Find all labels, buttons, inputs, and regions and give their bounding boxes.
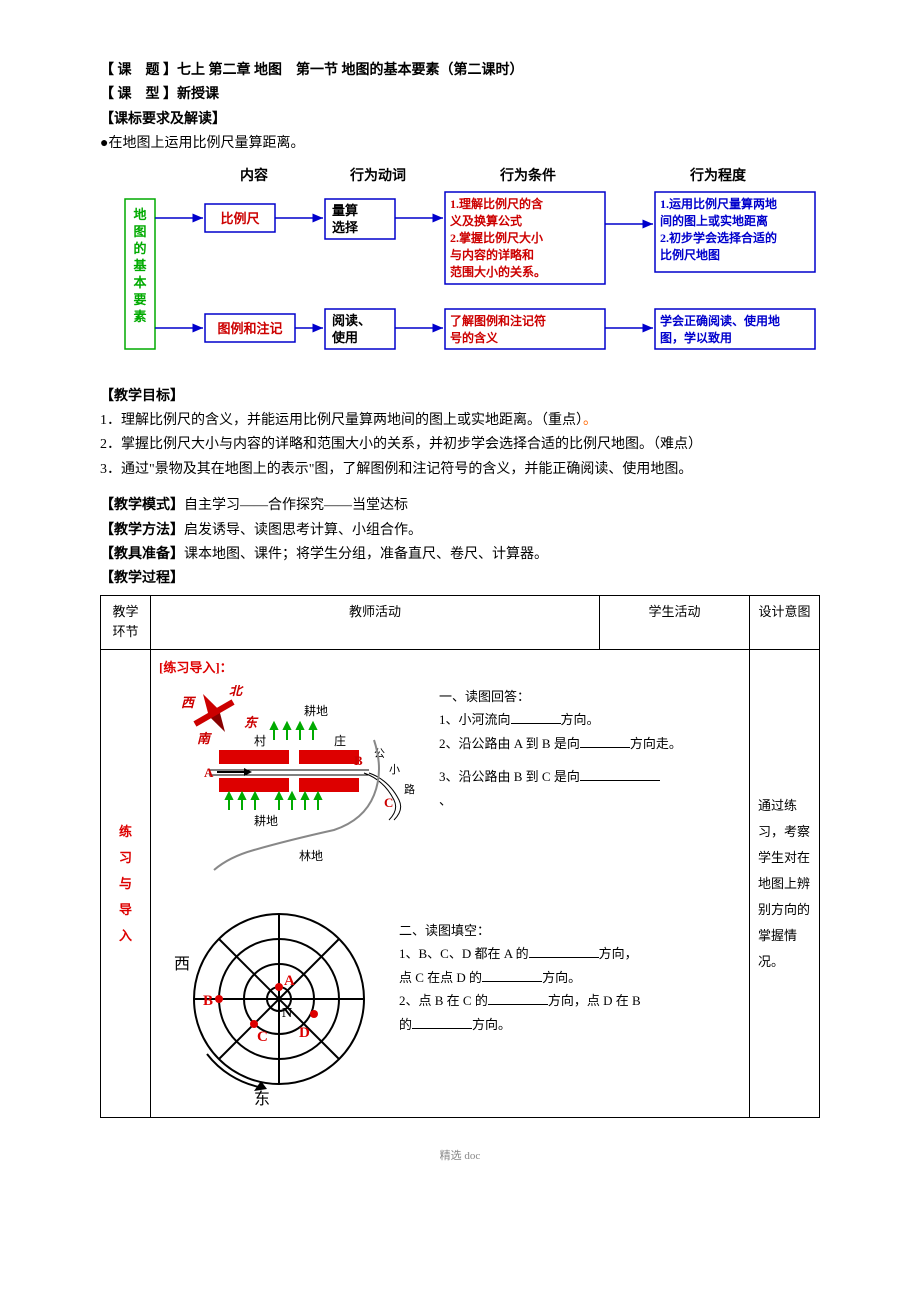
type-value: 新授课 bbox=[177, 87, 219, 102]
svg-text:东: 东 bbox=[244, 715, 259, 730]
svg-text:A: A bbox=[204, 765, 214, 780]
mode-label: 【教学模式】 bbox=[100, 498, 184, 513]
svg-text:北: 北 bbox=[229, 685, 244, 698]
prep-value: 课本地图、课件；将学生分组，准备直尺、卷尺、计算器。 bbox=[184, 547, 548, 562]
standard-label: 【课标要求及解读】 bbox=[100, 112, 226, 127]
svg-text:的: 的 bbox=[133, 241, 146, 256]
svg-text:义及换算公式: 义及换算公式 bbox=[449, 213, 522, 228]
flow-header-verb: 行为动词 bbox=[349, 167, 406, 184]
svg-text:素: 素 bbox=[133, 309, 146, 324]
svg-text:图例和注记: 图例和注记 bbox=[217, 321, 282, 336]
svg-text:比例尺: 比例尺 bbox=[220, 211, 259, 226]
svg-text:南: 南 bbox=[197, 731, 212, 746]
svg-text:图，学以致用: 图，学以致用 bbox=[660, 330, 732, 345]
svg-text:A: A bbox=[284, 973, 295, 989]
svg-text:选择: 选择 bbox=[332, 220, 359, 235]
th-step: 教学环节 bbox=[101, 595, 151, 650]
page-footer: 精选 doc bbox=[100, 1148, 820, 1166]
svg-text:图: 图 bbox=[133, 224, 146, 239]
svg-text:阅读、: 阅读、 bbox=[332, 313, 371, 328]
svg-text:小: 小 bbox=[389, 763, 400, 776]
svg-text:东: 东 bbox=[254, 1090, 270, 1108]
svg-text:B: B bbox=[203, 993, 213, 1009]
mode-value: 自主学习——合作探究——当堂达标 bbox=[184, 498, 408, 513]
objective-2: 2．掌握比例尺大小与内容的详略和范围大小的关系，并初步学会选择合适的比例尺地图。… bbox=[100, 434, 820, 456]
svg-text:耕地: 耕地 bbox=[304, 703, 328, 718]
flow-header-content: 内容 bbox=[240, 167, 268, 184]
svg-text:本: 本 bbox=[133, 275, 146, 290]
objectives-label: 【教学目标】 bbox=[100, 389, 184, 404]
svg-text:C: C bbox=[257, 1029, 268, 1045]
method-label: 【教学方法】 bbox=[100, 523, 184, 538]
svg-text:村: 村 bbox=[254, 734, 266, 748]
svg-text:公: 公 bbox=[374, 748, 385, 760]
th-teacher: 教师活动 bbox=[151, 595, 600, 650]
svg-text:西: 西 bbox=[174, 956, 190, 973]
step-cell: 练习与导入 bbox=[109, 819, 142, 949]
intent-cell: 通过练习，考察学生对在地图上辨别方向的掌握情况。 bbox=[750, 650, 820, 1118]
svg-text:1.理解比例尺的含: 1.理解比例尺的含 bbox=[450, 196, 544, 211]
process-label: 【教学过程】 bbox=[100, 571, 184, 586]
flowchart-diagram: 内容 行为动词 行为条件 行为程度 地 图 的 基 本 要 素 比例尺 量算 选… bbox=[100, 164, 820, 374]
svg-text:了解图例和注记符: 了解图例和注记符 bbox=[450, 313, 546, 328]
svg-text:量算: 量算 bbox=[332, 203, 358, 218]
svg-text:基: 基 bbox=[132, 258, 147, 273]
svg-text:林地: 林地 bbox=[299, 849, 323, 863]
svg-text:D: D bbox=[299, 1025, 310, 1041]
intro-label: [练习导入]： bbox=[159, 658, 741, 679]
svg-text:学会正确阅读、使用地: 学会正确阅读、使用地 bbox=[660, 313, 780, 328]
svg-text:号的含义: 号的含义 bbox=[450, 330, 499, 345]
q2-block: 二、读图填空： 1、B、C、D 都在 A 的方向， 点 C 在点 D 的方向。 … bbox=[399, 919, 641, 1036]
th-intent: 设计意图 bbox=[750, 595, 820, 650]
svg-text:要: 要 bbox=[133, 292, 146, 307]
map1-svg: 北 西 东 南 耕地 耕地 林地 村 庄 bbox=[159, 685, 429, 885]
lesson-table: 教学环节 教师活动 学生活动 设计意图 练习与导入 [练习导入]： bbox=[100, 595, 820, 1118]
svg-text:地: 地 bbox=[133, 207, 146, 222]
svg-text:使用: 使用 bbox=[331, 330, 358, 345]
svg-text:庄: 庄 bbox=[334, 733, 346, 748]
method-value: 启发诱导、读图思考计算、小组合作。 bbox=[184, 523, 422, 538]
svg-text:与内容的详略和: 与内容的详略和 bbox=[450, 247, 534, 262]
lesson-title: 七上 第二章 地图 第一节 地图的基本要素（第二课时） bbox=[177, 63, 524, 78]
type-label: 【 课 型 】 bbox=[100, 87, 177, 102]
svg-text:2.初步学会选择合适的: 2.初步学会选择合适的 bbox=[660, 230, 777, 245]
svg-text:西: 西 bbox=[181, 695, 197, 710]
svg-text:1.运用比例尺量算两地: 1.运用比例尺量算两地 bbox=[660, 196, 777, 211]
svg-text:范围大小的关系。: 范围大小的关系。 bbox=[450, 264, 546, 279]
svg-text:间的图上或实地距离: 间的图上或实地距离 bbox=[660, 213, 768, 228]
map2-svg: N A B C D 西 东 bbox=[159, 889, 389, 1109]
svg-text:B: B bbox=[354, 753, 363, 768]
svg-text:比例尺地图: 比例尺地图 bbox=[660, 247, 720, 262]
svg-text:N: N bbox=[282, 1006, 292, 1021]
prep-label: 【教具准备】 bbox=[100, 547, 184, 562]
svg-text:路: 路 bbox=[404, 783, 415, 796]
standard-text: ●在地图上运用比例尺量算距离。 bbox=[100, 133, 820, 155]
lesson-label: 【 课 题 】 bbox=[100, 63, 177, 78]
svg-text:C: C bbox=[384, 795, 393, 810]
objective-1: 1．理解比例尺的含义，并能运用比例尺量算两地间的图上或实地距离。（重点）。 bbox=[100, 410, 820, 432]
svg-text:2.掌握比例尺大小: 2.掌握比例尺大小 bbox=[450, 230, 543, 245]
th-student: 学生活动 bbox=[600, 595, 750, 650]
svg-text:耕地: 耕地 bbox=[254, 813, 278, 828]
objective-3: 3．通过"景物及其在地图上的表示"图，了解图例和注记符号的含义，并能正确阅读、使… bbox=[100, 459, 820, 481]
flow-header-condition: 行为条件 bbox=[499, 167, 556, 184]
flow-header-degree: 行为程度 bbox=[689, 167, 747, 184]
q1-block: 一、读图回答： 1、小河流向方向。 2、沿公路由 A 到 B 是向方向走。 3、… bbox=[439, 685, 682, 812]
